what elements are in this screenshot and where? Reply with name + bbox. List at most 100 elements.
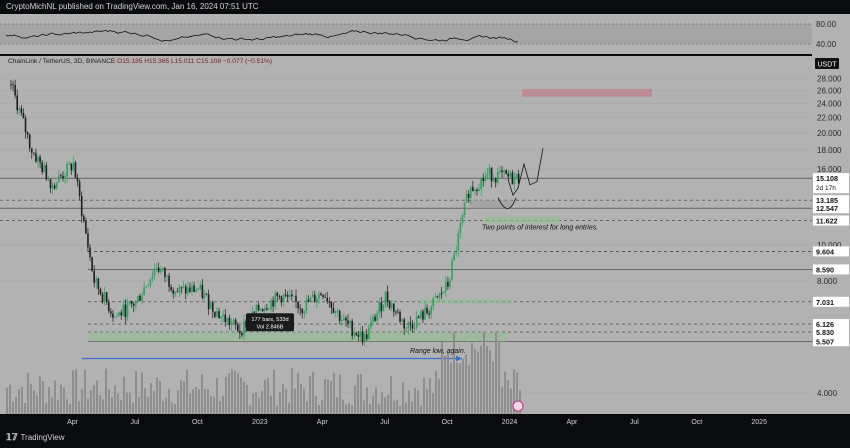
volume-bar [492, 361, 494, 414]
rsi-line [5, 30, 519, 43]
volume-bar [210, 395, 212, 414]
poi-zone [485, 216, 560, 223]
measure-vol: Vol 2.846B [256, 324, 283, 330]
candle-body [309, 297, 312, 302]
candle-body [455, 250, 458, 254]
time-axis-bar[interactable]: Apr Jul Oct 2023 Apr Jul Oct 2024 Apr Jul Oct 2025 [0, 414, 850, 448]
volume-bar [459, 363, 461, 414]
candle-body [328, 301, 331, 303]
volume-bar [189, 393, 191, 414]
volume-bar [402, 382, 404, 414]
candle-body [170, 286, 172, 291]
candle-body [497, 172, 499, 183]
candle-body [488, 167, 491, 175]
volume-bar [204, 388, 206, 414]
candle-body [20, 108, 23, 114]
candle-body [112, 313, 114, 318]
price-tick-label: 20.000 [817, 129, 842, 138]
volume-bar [225, 376, 227, 414]
candle-body [422, 311, 424, 320]
candle-body [415, 316, 418, 328]
candle-body [72, 162, 75, 171]
tradingview-logo[interactable]: 𝟙𝟟 TradingView [6, 432, 64, 443]
volume-bar [96, 380, 98, 414]
candle-body [180, 287, 183, 288]
volume-bar [201, 374, 203, 414]
candle-body [432, 297, 435, 307]
time-axis-label: 2024 [502, 419, 518, 426]
time-axis-label: Apr [566, 419, 578, 426]
volume-bar [216, 377, 218, 414]
candle-body [220, 316, 222, 319]
candle-body [434, 296, 437, 298]
tradingview-mark-icon: 𝟙𝟟 [6, 432, 18, 442]
measure-box [246, 313, 294, 332]
volume-bar [159, 381, 161, 414]
candle-body [22, 113, 25, 119]
candle-body [472, 186, 474, 192]
volume-bar [102, 399, 104, 414]
volume-bar [183, 381, 185, 414]
volume-bar [234, 370, 236, 414]
candle-body [253, 311, 256, 313]
candle-body [463, 202, 466, 215]
candle-body [147, 285, 150, 287]
price-axis[interactable]: 80.00 40.00 USDT 28.000 26.000 24.000 22.000 20… [812, 14, 850, 414]
volume-bar [177, 390, 179, 414]
candle-body [363, 334, 366, 343]
range-low-zone [88, 332, 508, 342]
volume-bar [240, 377, 242, 414]
volume-bar [258, 397, 260, 414]
candle-body [318, 293, 320, 299]
volume-bar [18, 389, 20, 414]
candle-body [411, 324, 414, 329]
candle-body [268, 308, 270, 310]
volume-bar [273, 369, 275, 414]
volume-bar [15, 396, 17, 414]
volume-bar [315, 395, 317, 414]
candle-body [305, 299, 308, 312]
candle-body [332, 307, 335, 313]
volume-bar [507, 380, 509, 414]
candle-body [320, 293, 322, 296]
volume-bar [297, 372, 299, 414]
volume-bar [444, 355, 446, 414]
volume-bar [327, 379, 329, 414]
candle-body [239, 330, 241, 333]
candle-body [159, 269, 162, 272]
volume-bar [396, 399, 398, 414]
volume-bar [180, 380, 182, 414]
candle-body [359, 331, 362, 337]
price-badge [813, 195, 849, 206]
candle-body [257, 304, 260, 311]
price-axis-scale: 80.00 40.00 USDT 28.000 26.000 24.000 22.000 20… [813, 20, 849, 398]
volume-bar [333, 372, 335, 414]
candle-body [166, 275, 168, 278]
candle-body [122, 304, 125, 316]
volume-bar [168, 388, 170, 414]
price-pane[interactable]: Two points of interest for long entries.… [0, 56, 812, 414]
volume-bar [360, 373, 362, 414]
candle-body [382, 304, 385, 312]
volume-bar [339, 374, 341, 414]
candle-body [130, 300, 133, 304]
volume-bar [417, 390, 419, 414]
time-axis-label: Jul [131, 419, 140, 426]
volume-bar [477, 351, 479, 414]
volume-bar [72, 370, 74, 414]
price-badge-value: 8.590 [816, 265, 834, 274]
candle-body [347, 320, 349, 324]
candle-body [107, 301, 110, 312]
candle-body [87, 233, 89, 248]
volume-bar [345, 404, 347, 414]
volume-bar [291, 368, 293, 414]
volume-bar [504, 371, 506, 414]
time-axis-label: Jul [380, 419, 389, 426]
candle-body [155, 267, 158, 269]
volume-bar [174, 404, 176, 414]
rsi-pane[interactable] [0, 14, 812, 54]
candle-body [157, 267, 160, 272]
volume-bar [246, 384, 248, 414]
candle-body [401, 319, 403, 322]
